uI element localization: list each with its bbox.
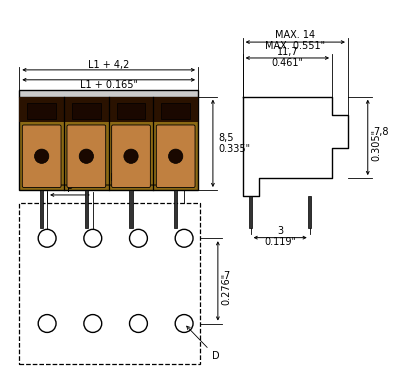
Bar <box>19 97 198 190</box>
Bar <box>19 97 198 122</box>
Text: 0.305": 0.305" <box>372 129 382 161</box>
FancyBboxPatch shape <box>22 125 61 187</box>
Bar <box>174 190 178 228</box>
Text: 0.119": 0.119" <box>264 237 296 246</box>
Text: L1 + 4,2: L1 + 4,2 <box>88 60 129 70</box>
FancyBboxPatch shape <box>67 125 106 187</box>
Circle shape <box>168 149 183 163</box>
Circle shape <box>34 149 49 163</box>
Bar <box>129 190 133 228</box>
Bar <box>72 103 101 119</box>
Text: 0.335": 0.335" <box>219 144 251 154</box>
Text: 11,7: 11,7 <box>276 47 298 57</box>
Bar <box>85 190 88 228</box>
Text: 7,8: 7,8 <box>373 127 388 138</box>
Text: 7: 7 <box>223 271 229 281</box>
Bar <box>249 196 252 228</box>
Bar <box>161 103 190 119</box>
FancyBboxPatch shape <box>112 125 150 187</box>
Bar <box>27 103 56 119</box>
Text: MAX. 14: MAX. 14 <box>275 30 315 40</box>
Text: MAX. 0.551": MAX. 0.551" <box>265 41 325 51</box>
FancyBboxPatch shape <box>156 125 195 187</box>
Text: L1: L1 <box>110 173 122 183</box>
Bar <box>117 103 145 119</box>
Text: 0.276": 0.276" <box>222 273 232 305</box>
Bar <box>308 196 312 228</box>
Bar <box>19 90 198 97</box>
Text: L1 + 0.165": L1 + 0.165" <box>80 80 138 90</box>
Text: P: P <box>67 184 73 194</box>
Text: 8,5: 8,5 <box>219 133 234 143</box>
Circle shape <box>124 149 138 163</box>
Text: 0.461": 0.461" <box>271 58 303 68</box>
Text: D: D <box>187 326 220 361</box>
Bar <box>40 190 44 228</box>
Bar <box>19 203 200 364</box>
Text: 3: 3 <box>277 226 283 236</box>
Circle shape <box>79 149 94 163</box>
